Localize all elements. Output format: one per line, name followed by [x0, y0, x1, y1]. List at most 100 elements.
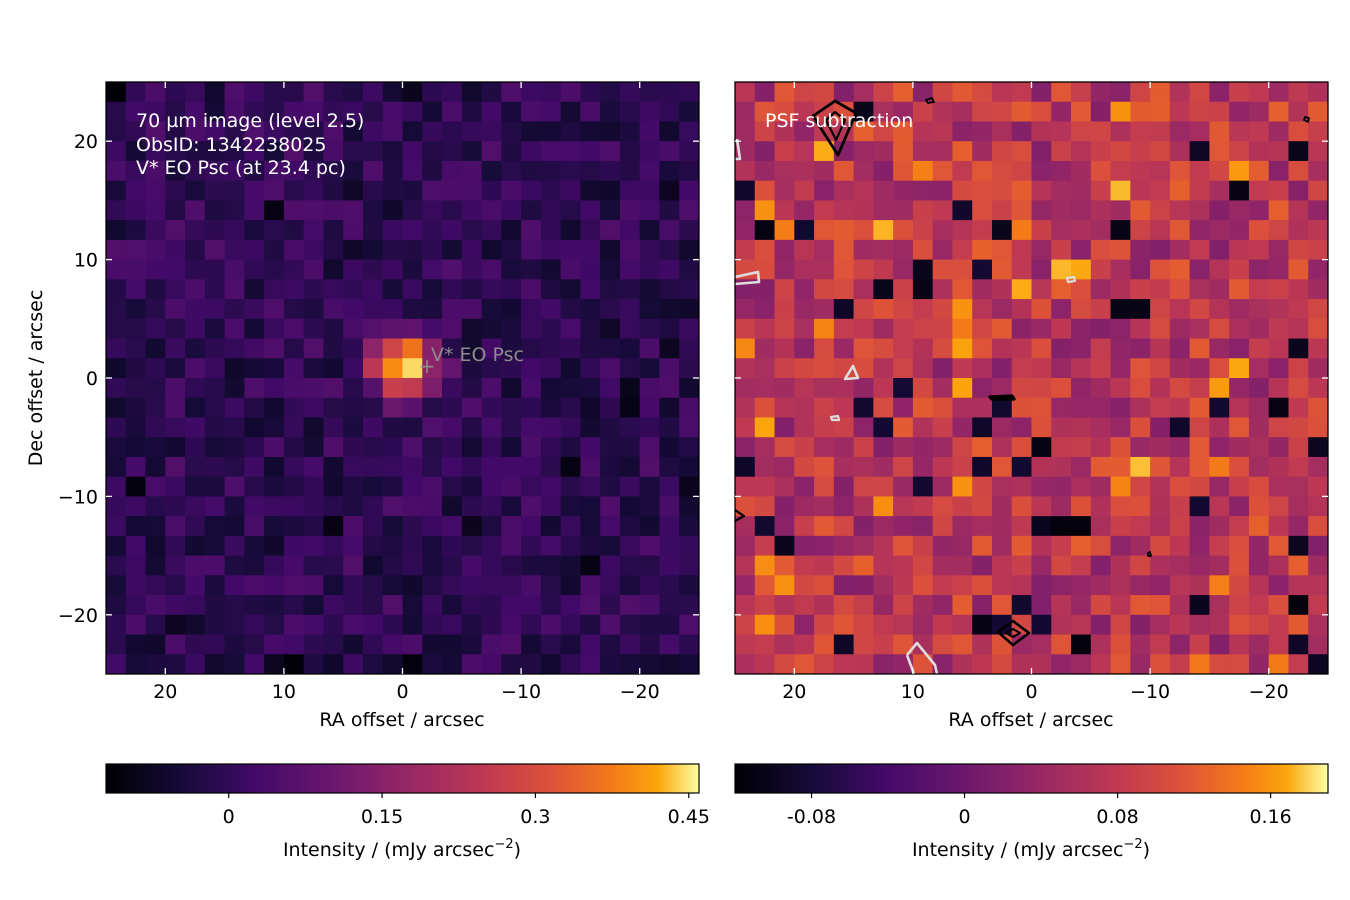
left-heatmap-pixel [244, 476, 265, 497]
right-heatmap-pixel [814, 141, 835, 162]
left-heatmap-pixel [125, 160, 147, 182]
right-heatmap-pixel [1209, 259, 1230, 280]
left-ytick-label: 20 [74, 131, 98, 153]
left-heatmap-pixel [343, 516, 364, 537]
right-heatmap-pixel [932, 318, 954, 340]
right-heatmap-pixel [1130, 180, 1151, 201]
right-colorbar-tick-label: -0.08 [787, 806, 836, 828]
right-heatmap-pixel [1031, 417, 1052, 438]
right-heatmap-pixel [1130, 338, 1151, 359]
left-heatmap-pixel [303, 614, 325, 636]
right-heatmap-pixel [1150, 476, 1171, 497]
left-heatmap-pixel [402, 496, 423, 517]
right-heatmap-pixel [814, 535, 835, 557]
right-heatmap-pixel [1248, 82, 1270, 103]
right-heatmap-pixel [1189, 160, 1210, 182]
left-heatmap-pixel [185, 239, 206, 261]
right-heatmap-pixel [754, 101, 776, 123]
left-heatmap-pixel [224, 318, 245, 340]
right-heatmap-pixel [1130, 417, 1151, 438]
right-heatmap-pixel [814, 555, 835, 576]
right-heatmap-pixel [912, 299, 934, 320]
left-heatmap-pixel [521, 417, 542, 438]
left-heatmap-pixel [303, 220, 325, 241]
left-heatmap-pixel [580, 318, 601, 340]
left-heatmap-pixel [165, 614, 186, 636]
contour-positive [811, 99, 858, 157]
left-heatmap-pixel [204, 220, 226, 241]
right-heatmap-pixel [912, 239, 934, 261]
left-heatmap-pixel [362, 299, 384, 320]
left-heatmap-pixel [343, 299, 364, 320]
right-heatmap-pixel [1071, 397, 1092, 419]
right-heatmap-pixel [1150, 654, 1171, 674]
left-colorbar-tick-label: 0 [223, 806, 235, 828]
right-heatmap-pixel [1229, 338, 1250, 359]
right-heatmap-pixel [1229, 555, 1250, 576]
right-heatmap-pixel [1150, 121, 1171, 142]
left-heatmap-pixel [560, 555, 581, 576]
left-heatmap-pixel [679, 318, 699, 340]
left-heatmap-pixel [422, 634, 443, 655]
right-heatmap-pixel [873, 614, 894, 636]
left-heatmap-pixel [501, 82, 522, 103]
right-heatmap-pixel [853, 318, 874, 340]
right-heatmap-pixel [1051, 397, 1072, 419]
left-heatmap-pixel [362, 614, 384, 636]
right-heatmap-pixel [754, 496, 776, 517]
left-heatmap-pixel [283, 82, 305, 103]
right-heatmap-pixel [912, 279, 934, 300]
right-heatmap-pixel [814, 595, 835, 616]
left-heatmap-pixel [560, 634, 581, 655]
left-heatmap-pixel [244, 378, 265, 399]
left-heatmap-pixel [125, 358, 147, 379]
right-heatmap-pixel [1169, 654, 1191, 674]
left-heatmap-pixel [362, 141, 384, 162]
right-heatmap-pixel [1248, 555, 1270, 576]
right-heatmap-pixel [1288, 496, 1309, 517]
right-heatmap-pixel [893, 634, 914, 655]
right-heatmap-pixel [873, 299, 894, 320]
left-heatmap-pixel [145, 535, 166, 557]
left-heatmap-pixel [165, 358, 186, 379]
left-heatmap-pixel [244, 239, 265, 261]
right-heatmap-pixel [1071, 239, 1092, 261]
right-heatmap-pixel [1268, 476, 1290, 497]
left-heatmap-pixel [165, 535, 186, 557]
right-heatmap-pixel [1189, 516, 1210, 537]
right-heatmap-pixel [1071, 614, 1092, 636]
left-heatmap-pixel [442, 496, 463, 517]
right-heatmap-pixel [1229, 141, 1250, 162]
right-heatmap-pixel [1169, 496, 1191, 517]
right-heatmap-pixel [912, 575, 934, 596]
right-heatmap-pixel [873, 417, 894, 438]
right-heatmap-pixel [972, 259, 993, 280]
left-heatmap-pixel [659, 141, 680, 162]
right-heatmap-pixel [1011, 437, 1033, 458]
left-heatmap-pixel [283, 180, 305, 201]
right-heatmap-pixel [735, 200, 756, 221]
right-heatmap-pixel [1189, 338, 1210, 359]
right-heatmap-pixel [1268, 417, 1290, 438]
left-heatmap-pixel [600, 82, 621, 103]
left-heatmap-pixel [521, 654, 542, 674]
left-heatmap-pixel [283, 496, 305, 517]
right-heatmap-pixel [1090, 82, 1112, 103]
right-heatmap-pixel [1169, 259, 1191, 280]
right-heatmap-pixel [912, 397, 934, 419]
left-heatmap-pixel [303, 358, 325, 379]
right-heatmap-pixel [1229, 101, 1250, 123]
left-heatmap-pixel [659, 239, 680, 261]
left-heatmap-pixel [461, 476, 483, 497]
right-heatmap-pixel [893, 437, 914, 458]
right-heatmap-pixel [912, 654, 934, 674]
left-heatmap-pixel [303, 279, 325, 300]
left-heatmap-pixel [600, 239, 621, 261]
right-heatmap-pixel [833, 299, 855, 320]
right-heatmap-pixel [1189, 437, 1210, 458]
right-heatmap-pixel [912, 456, 934, 478]
left-heatmap-pixel [125, 595, 147, 616]
left-heatmap-pixel [679, 101, 699, 123]
left-heatmap-pixel [540, 141, 562, 162]
left-heatmap-pixel [125, 239, 147, 261]
